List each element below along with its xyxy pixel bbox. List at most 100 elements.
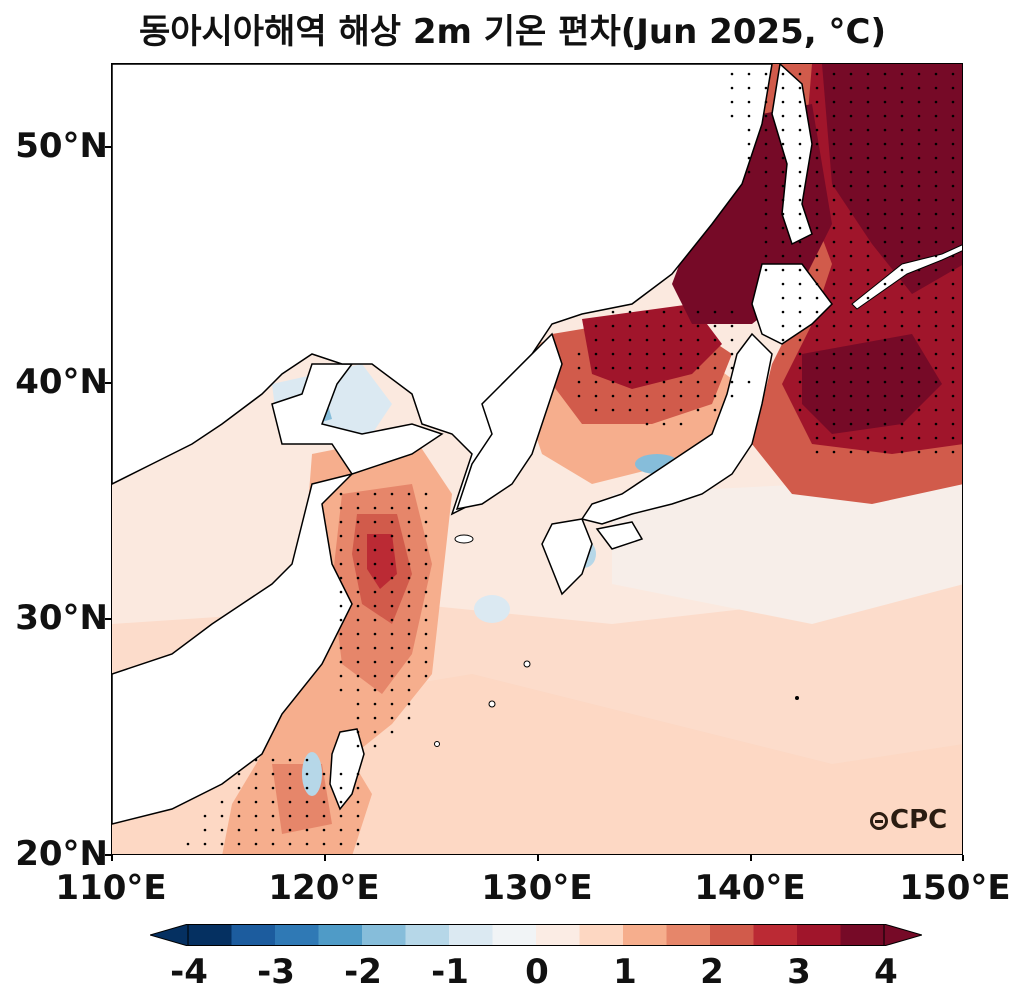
stipple-dot xyxy=(594,394,598,398)
land-ryukyu-2 xyxy=(488,700,496,708)
stipple-dot xyxy=(407,506,411,510)
stipple-dot xyxy=(849,422,853,426)
stipple-dot xyxy=(866,408,870,412)
colorbar-tick-label: -3 xyxy=(257,952,295,992)
stipple-dot xyxy=(866,338,870,342)
stipple-dot xyxy=(934,296,938,300)
stipple-dot xyxy=(781,240,785,244)
x-tick-label: 120°E xyxy=(268,868,380,908)
stipple-dot xyxy=(866,268,870,272)
stipple-dot xyxy=(339,800,343,804)
stipple-dot xyxy=(934,352,938,356)
significance-stippling xyxy=(186,72,955,846)
stipple-dot xyxy=(866,352,870,356)
stipple-dot xyxy=(611,394,615,398)
stipple-dot xyxy=(373,520,377,524)
stipple-dot xyxy=(407,548,411,552)
contour-ecs-peak xyxy=(367,534,397,589)
stipple-dot xyxy=(832,156,836,160)
stipple-dot xyxy=(866,142,870,146)
stipple-dot xyxy=(373,730,377,734)
anomaly-map xyxy=(112,64,962,854)
stipple-dot xyxy=(832,198,836,202)
stipple-dot xyxy=(305,758,309,762)
stipple-dot xyxy=(900,198,904,202)
stipple-dot xyxy=(866,156,870,160)
stipple-dot xyxy=(900,254,904,258)
stipple-dot xyxy=(815,198,819,202)
stipple-dot xyxy=(594,366,598,370)
stipple-dot xyxy=(424,506,428,510)
stipple-dot xyxy=(934,254,938,258)
stipple-dot xyxy=(390,688,394,692)
stipple-dot xyxy=(254,828,258,832)
stipple-dot xyxy=(917,72,921,76)
stipple-dot xyxy=(390,590,394,594)
colorbar-tick-label: 0 xyxy=(525,952,549,992)
stipple-dot xyxy=(883,380,887,384)
y-tick-label: 40°N xyxy=(15,362,108,402)
stipple-dot xyxy=(679,338,683,342)
stipple-dot xyxy=(390,646,394,650)
stipple-dot xyxy=(900,338,904,342)
stipple-dot xyxy=(883,268,887,272)
logo-text: CPC xyxy=(890,805,948,835)
stipple-dot xyxy=(305,842,309,846)
stipple-dot xyxy=(577,380,581,384)
stipple-dot xyxy=(764,86,768,90)
stipple-dot xyxy=(373,548,377,552)
x-tick-mark xyxy=(962,855,964,861)
stipple-dot xyxy=(662,394,666,398)
stipple-dot xyxy=(798,352,802,356)
stipple-dot xyxy=(849,296,853,300)
stipple-dot xyxy=(832,170,836,174)
stipple-dot xyxy=(696,408,700,412)
stipple-dot xyxy=(594,338,598,342)
stipple-dot xyxy=(662,310,666,314)
stipple-dot xyxy=(849,408,853,412)
stipple-dot xyxy=(849,142,853,146)
stipple-dot xyxy=(849,184,853,188)
stipple-dot xyxy=(815,324,819,328)
stipple-dot xyxy=(832,324,836,328)
stipple-dot xyxy=(713,310,717,314)
stipple-dot xyxy=(832,352,836,356)
stipple-dot xyxy=(866,100,870,104)
stipple-dot xyxy=(883,436,887,440)
stipple-dot xyxy=(356,716,360,720)
cpc-logo: CPC xyxy=(870,805,947,835)
stipple-dot xyxy=(900,268,904,272)
stipple-dot xyxy=(696,324,700,328)
stipple-dot xyxy=(934,100,938,104)
stipple-dot xyxy=(628,394,632,398)
stipple-dot xyxy=(577,352,581,356)
stipple-dot xyxy=(917,394,921,398)
stipple-dot xyxy=(407,520,411,524)
stipple-dot xyxy=(339,506,343,510)
stipple-dot xyxy=(883,408,887,412)
stipple-dot xyxy=(747,380,751,384)
stipple-dot xyxy=(849,366,853,370)
stipple-dot xyxy=(407,576,411,580)
colorbar-extend-high xyxy=(883,924,922,946)
stipple-dot xyxy=(271,772,275,776)
stipple-dot xyxy=(356,814,360,818)
stipple-dot xyxy=(390,730,394,734)
stipple-dot xyxy=(866,450,870,454)
stipple-dot xyxy=(339,828,343,832)
stipple-dot xyxy=(679,380,683,384)
stipple-dot xyxy=(628,310,632,314)
stipple-dot xyxy=(917,240,921,244)
stipple-dot xyxy=(764,156,768,160)
stipple-dot xyxy=(373,716,377,720)
stipple-dot xyxy=(798,408,802,412)
stipple-dot xyxy=(951,408,955,412)
stipple-dot xyxy=(849,310,853,314)
stipple-dot xyxy=(339,842,343,846)
stipple-dot xyxy=(917,366,921,370)
stipple-dot xyxy=(883,142,887,146)
land-china-south xyxy=(112,363,444,825)
stipple-dot xyxy=(237,772,241,776)
stipple-dot xyxy=(339,632,343,636)
stipple-dot xyxy=(713,366,717,370)
